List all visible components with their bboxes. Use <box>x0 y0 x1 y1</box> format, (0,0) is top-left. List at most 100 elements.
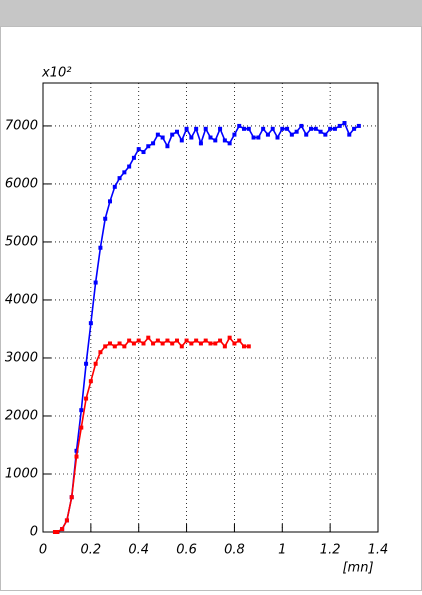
data-point <box>332 126 337 131</box>
x-axis-label: [mn] <box>342 561 373 576</box>
data-point <box>218 338 223 343</box>
data-point <box>237 338 242 343</box>
data-point <box>194 126 199 131</box>
data-point <box>189 341 194 346</box>
data-point <box>246 344 251 349</box>
data-point <box>309 126 313 131</box>
top-bar <box>0 0 422 26</box>
data-point <box>79 425 84 430</box>
data-point <box>213 341 218 346</box>
data-point <box>131 341 136 346</box>
data-point <box>155 338 160 343</box>
data-point <box>337 123 342 128</box>
x-tick-label: 0.8 <box>224 543 245 558</box>
data-point <box>179 138 184 143</box>
data-point <box>170 341 175 346</box>
data-point <box>352 126 357 131</box>
data-point <box>265 132 270 137</box>
data-point <box>79 408 84 413</box>
data-point <box>256 135 261 140</box>
data-point <box>227 335 232 340</box>
y-tick-label: 3000 <box>5 350 38 365</box>
data-point <box>170 132 175 137</box>
data-point <box>93 280 98 285</box>
data-point <box>155 132 160 137</box>
data-point <box>184 338 189 343</box>
data-point <box>198 341 203 346</box>
data-point <box>74 454 79 459</box>
data-point <box>175 338 179 343</box>
data-point <box>208 341 213 346</box>
data-point <box>194 338 199 343</box>
data-point <box>103 216 108 221</box>
data-point <box>232 341 237 346</box>
data-point <box>208 135 213 140</box>
data-point <box>74 448 79 453</box>
axis-multiplier: x10² <box>41 66 71 81</box>
data-point <box>136 147 141 152</box>
data-point <box>242 126 246 131</box>
data-point <box>151 341 156 346</box>
data-point <box>146 335 151 340</box>
data-point <box>122 170 127 175</box>
data-point <box>189 135 194 140</box>
data-point <box>328 126 333 131</box>
data-point <box>103 344 108 349</box>
data-point <box>165 144 170 149</box>
x-tick-label: 1.4 <box>368 543 389 558</box>
data-point <box>313 126 318 131</box>
data-point <box>136 338 141 343</box>
data-point <box>93 361 98 366</box>
data-point <box>232 132 237 137</box>
plot-frame <box>42 82 379 533</box>
data-point <box>165 338 170 343</box>
data-point <box>203 338 208 343</box>
data-point <box>55 530 60 534</box>
data-point <box>98 245 103 250</box>
y-tick-label: 0 <box>30 525 38 540</box>
data-point <box>275 135 280 140</box>
data-point <box>127 164 132 169</box>
data-point <box>184 126 189 131</box>
data-point <box>112 344 117 349</box>
data-point <box>356 123 361 128</box>
data-point <box>213 138 218 143</box>
data-point <box>127 338 132 343</box>
data-point <box>246 126 251 131</box>
data-point <box>141 150 146 155</box>
data-point <box>179 344 184 349</box>
data-point <box>64 518 69 523</box>
data-point <box>131 155 136 160</box>
data-point <box>52 530 57 534</box>
data-point <box>160 135 165 140</box>
data-point <box>88 379 93 384</box>
y-tick-label: 5000 <box>5 234 38 249</box>
data-point <box>242 344 246 349</box>
x-tick-label: 0 <box>39 543 47 558</box>
y-tick-label: 1000 <box>5 466 38 481</box>
data-point <box>299 123 304 128</box>
data-point <box>160 341 165 346</box>
data-point <box>175 129 179 134</box>
x-tick-label: 0.6 <box>176 543 197 558</box>
data-point <box>117 341 122 346</box>
data-point <box>218 126 223 131</box>
y-tick-label: 4000 <box>5 292 38 307</box>
x-tick-label: 0.4 <box>128 543 149 558</box>
data-point <box>227 141 232 146</box>
data-point <box>98 350 103 355</box>
data-point <box>294 129 299 134</box>
data-point <box>304 132 309 137</box>
data-point <box>88 321 93 326</box>
data-point <box>323 132 328 137</box>
x-tick-label: 1.2 <box>320 543 341 558</box>
data-point <box>270 126 275 131</box>
data-point <box>108 199 112 204</box>
y-tick-label: 2000 <box>5 408 38 423</box>
data-point <box>198 141 203 146</box>
data-point <box>60 527 65 532</box>
data-point <box>84 361 89 366</box>
data-point <box>347 132 352 137</box>
